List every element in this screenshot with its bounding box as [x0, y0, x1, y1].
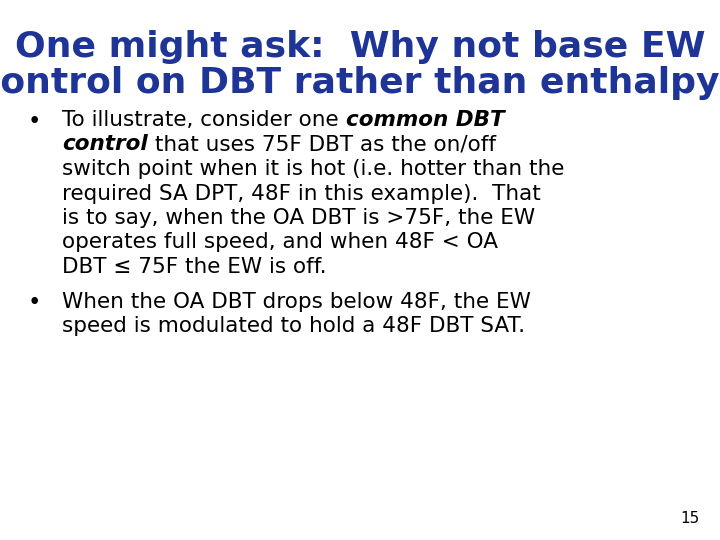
Text: 15: 15: [680, 511, 700, 526]
Text: When the OA DBT drops below 48F, the EW: When the OA DBT drops below 48F, the EW: [62, 292, 531, 312]
Text: •: •: [28, 110, 41, 133]
Text: To illustrate, consider one: To illustrate, consider one: [62, 110, 346, 130]
Text: •: •: [28, 292, 41, 314]
Text: operates full speed, and when 48F < OA: operates full speed, and when 48F < OA: [62, 233, 498, 253]
Text: switch point when it is hot (i.e. hotter than the: switch point when it is hot (i.e. hotter…: [62, 159, 564, 179]
Text: DBT ≤ 75F the EW is off.: DBT ≤ 75F the EW is off.: [62, 257, 327, 277]
Text: control: control: [62, 134, 148, 154]
Text: required SA DPT, 48F in this example).  That: required SA DPT, 48F in this example). T…: [62, 184, 541, 204]
Text: control on DBT rather than enthalpy?: control on DBT rather than enthalpy?: [0, 66, 720, 100]
Text: is to say, when the OA DBT is >75F, the EW: is to say, when the OA DBT is >75F, the …: [62, 208, 535, 228]
Text: that uses 75F DBT as the on/off: that uses 75F DBT as the on/off: [148, 134, 496, 154]
Text: speed is modulated to hold a 48F DBT SAT.: speed is modulated to hold a 48F DBT SAT…: [62, 316, 525, 336]
Text: common DBT: common DBT: [346, 110, 504, 130]
Text: One might ask:  Why not base EW: One might ask: Why not base EW: [14, 30, 706, 64]
